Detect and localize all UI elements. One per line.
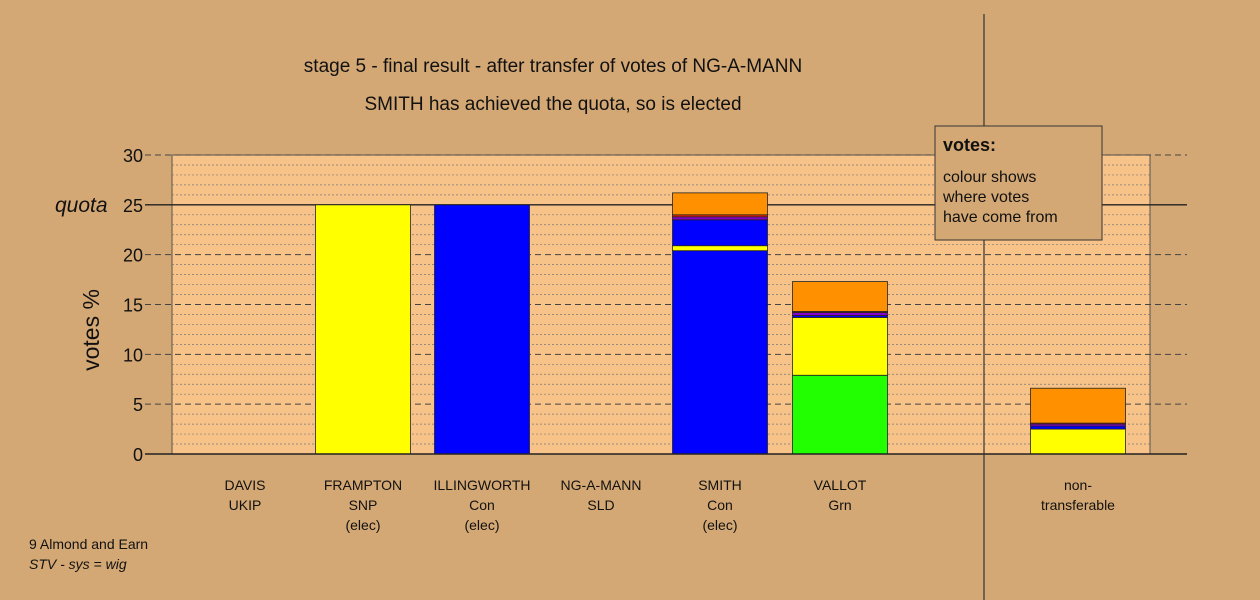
bar-segment	[315, 204, 411, 455]
category-label: transferable	[1041, 497, 1115, 513]
category-label: SLD	[587, 497, 614, 513]
bars	[315, 192, 1126, 455]
bar-segment	[672, 192, 768, 216]
legend-title: votes:	[943, 135, 996, 155]
category-label: Con	[707, 497, 733, 513]
legend-line: where votes	[942, 189, 1029, 206]
legend: votes: colour shows where votes have com…	[934, 125, 1103, 241]
category-label: (elec)	[464, 517, 499, 533]
y-tick-label: 15	[123, 296, 143, 316]
bar-segment	[672, 250, 768, 455]
y-tick-label: 30	[123, 146, 143, 166]
bar-segment	[1030, 425, 1126, 430]
y-tick-label: 5	[133, 395, 143, 415]
category-label: NG-A-MANN	[561, 477, 642, 493]
bar-segment	[1030, 428, 1126, 455]
chart-title: stage 5 - final result - after transfer …	[304, 56, 802, 77]
bar-segment	[1030, 387, 1126, 424]
category-label: (elec)	[345, 517, 380, 533]
y-tick-label: 10	[123, 345, 143, 365]
category-label: FRAMPTON	[324, 477, 402, 493]
category-label: VALLOT	[814, 477, 867, 493]
y-tick-label: 25	[123, 196, 143, 216]
chart-subtitle: SMITH has achieved the quota, so is elec…	[364, 94, 741, 115]
bar-segment	[792, 317, 888, 376]
bar-segment	[672, 245, 768, 252]
legend-line: have come from	[943, 209, 1058, 226]
footer-ward: 9 Almond and Earn	[29, 536, 148, 552]
y-tick-label: 0	[133, 445, 143, 465]
footer-system: STV - sys = wig	[29, 556, 127, 572]
category-label: DAVIS	[225, 477, 266, 493]
bar-segment	[434, 204, 530, 455]
category-label: non-	[1064, 477, 1092, 493]
bar-segment	[792, 312, 888, 316]
bar-segment	[792, 281, 888, 312]
quota-label: quota	[55, 194, 108, 217]
axes	[145, 14, 1187, 600]
y-axis-label: votes %	[78, 289, 104, 371]
category-label: UKIP	[229, 497, 262, 513]
bar-segment	[792, 374, 888, 455]
y-tick-labels: 0 5 10 15 20 25 30	[123, 146, 143, 465]
bar-segment	[672, 216, 768, 221]
bar-segment	[672, 219, 768, 247]
legend-line: colour shows	[943, 169, 1036, 186]
category-label: SNP	[349, 497, 378, 513]
category-label: ILLINGWORTH	[434, 477, 531, 493]
category-labels: DAVIS UKIP FRAMPTON SNP (elec) ILLINGWORTH Con…	[225, 477, 1116, 533]
category-label: SMITH	[698, 477, 742, 493]
category-label: (elec)	[702, 517, 737, 533]
y-tick-label: 20	[123, 246, 143, 266]
legend-box	[934, 125, 1103, 241]
category-label: Grn	[828, 497, 851, 513]
category-label: Con	[469, 497, 495, 513]
